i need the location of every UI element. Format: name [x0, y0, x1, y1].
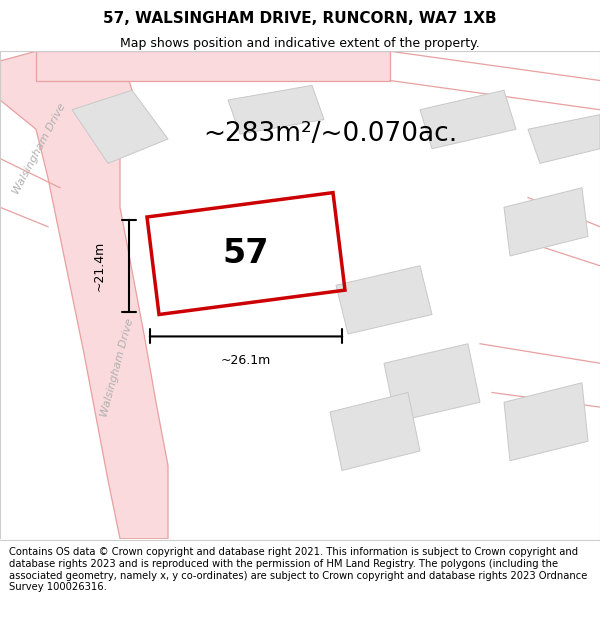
Text: Walsingham Drive: Walsingham Drive — [11, 102, 67, 196]
Text: 57, WALSINGHAM DRIVE, RUNCORN, WA7 1XB: 57, WALSINGHAM DRIVE, RUNCORN, WA7 1XB — [103, 11, 497, 26]
Polygon shape — [72, 90, 168, 163]
Polygon shape — [420, 90, 516, 149]
Polygon shape — [504, 188, 588, 256]
Text: Map shows position and indicative extent of the property.: Map shows position and indicative extent… — [120, 37, 480, 50]
Text: Contains OS data © Crown copyright and database right 2021. This information is : Contains OS data © Crown copyright and d… — [9, 548, 587, 592]
Polygon shape — [330, 392, 420, 471]
Polygon shape — [504, 382, 588, 461]
Polygon shape — [228, 86, 324, 134]
Polygon shape — [0, 51, 168, 539]
Polygon shape — [384, 344, 480, 422]
Text: ~26.1m: ~26.1m — [221, 354, 271, 367]
Polygon shape — [36, 51, 390, 81]
Text: Walsingham Drive: Walsingham Drive — [99, 318, 135, 419]
Polygon shape — [528, 114, 600, 163]
Text: 57: 57 — [223, 237, 269, 270]
Text: ~283m²/~0.070ac.: ~283m²/~0.070ac. — [203, 121, 457, 147]
Text: ~21.4m: ~21.4m — [92, 241, 106, 291]
Polygon shape — [336, 266, 432, 334]
